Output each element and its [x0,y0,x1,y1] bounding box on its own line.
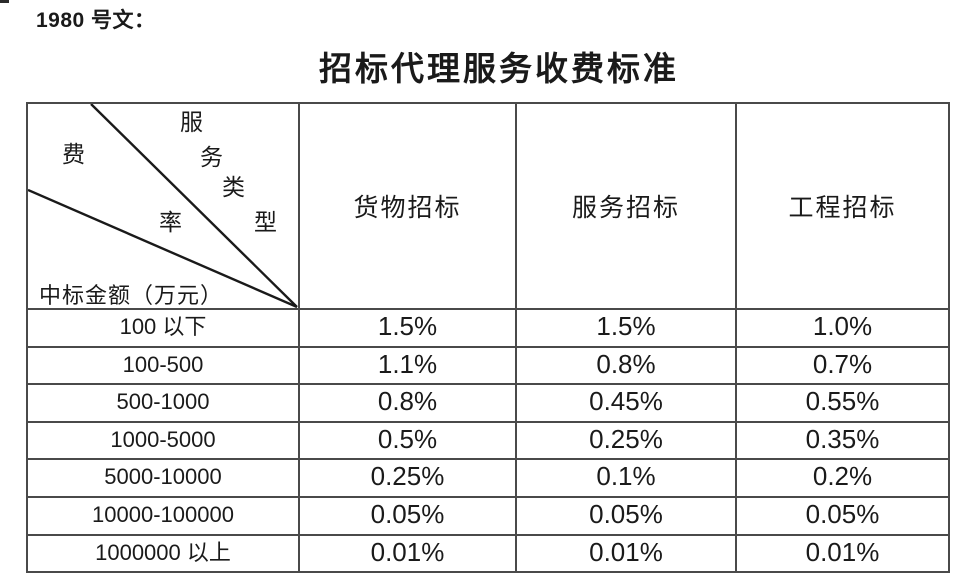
rate-cell-engineering: 0.7% [735,347,948,384]
rate-cell-engineering: 0.35% [735,422,948,459]
amount-range-cell: 500-1000 [116,389,210,415]
rate-cell-goods: 1.5% [298,310,515,346]
page-edge-mark [0,0,9,3]
service-type-label-char: 务 [200,145,223,170]
document-number-label: 1980 号文： [36,9,156,32]
amount-range-cell: 5000-10000 [104,464,222,490]
diagonal-lines [28,104,298,308]
column-header-engineering: 工程招标 [735,104,948,308]
rate-cell-services: 0.8% [515,347,735,384]
table-row: 100 以下 1.5% 1.5% 1.0% [28,308,948,346]
amount-range-cell: 1000000 以上 [95,539,231,565]
table-header-row: 服 费 务 类 率 型 中标金额（万元） 货物招标 服务招标 工程招标 [28,104,948,308]
amount-range-cell: 1000-5000 [110,426,216,452]
rate-cell-services: 0.25% [515,422,735,459]
rate-cell-goods: 1.1% [298,347,515,384]
rate-cell-goods: 0.05% [298,497,515,534]
table-row: 500-1000 0.8% 0.45% 0.55% [28,383,948,421]
fee-rate-label-char: 费 [62,142,85,167]
rate-cell-services: 0.1% [515,460,735,496]
rate-cell-goods: 0.25% [298,460,515,496]
rate-cell-services: 0.05% [515,497,735,534]
diagonal-line-lower [28,188,298,308]
table-row: 10000-100000 0.05% 0.05% 0.05% [28,495,948,534]
diagonal-line-upper [90,104,298,308]
rate-cell-engineering: 0.55% [735,385,948,421]
rate-cell-services: 0.45% [515,385,735,421]
fee-standard-table: 服 费 务 类 率 型 中标金额（万元） 货物招标 服务招标 工程招标 100 … [26,102,950,574]
table-row: 5000-10000 0.25% 0.1% 0.2% [28,458,948,496]
rate-cell-engineering: 0.05% [735,497,948,534]
amount-range-cell: 100-500 [122,351,204,377]
service-type-label-char: 类 [222,175,245,200]
column-header-services: 服务招标 [515,104,735,308]
amount-range-cell: 100 以下 [119,314,207,339]
diagonal-header-cell: 服 费 务 类 率 型 中标金额（万元） [28,104,298,308]
service-type-label-char: 服 [180,110,203,135]
rate-cell-goods: 0.5% [298,422,515,459]
rate-cell-goods: 0.01% [298,535,515,572]
rate-cell-engineering: 0.2% [735,460,948,496]
table-row: 100-500 1.1% 0.8% 0.7% [28,345,948,384]
rate-cell-engineering: 1.0% [735,310,948,346]
fee-rate-label-char: 率 [159,210,182,235]
rate-cell-goods: 0.8% [298,385,515,421]
rate-cell-engineering: 0.01% [735,535,948,572]
table-row: 1000000 以上 0.01% 0.01% 0.01% [28,533,948,572]
amount-range-cell: 10000-100000 [92,501,234,527]
page-title: 招标代理服务收费标准 [319,52,679,88]
amount-header-label: 中标金额（万元） [39,283,224,308]
column-header-goods: 货物招标 [298,104,515,308]
rate-cell-services: 1.5% [515,310,735,346]
service-type-label-char: 型 [254,210,277,235]
rate-cell-services: 0.01% [515,535,735,572]
table-row: 1000-5000 0.5% 0.25% 0.35% [28,420,948,459]
